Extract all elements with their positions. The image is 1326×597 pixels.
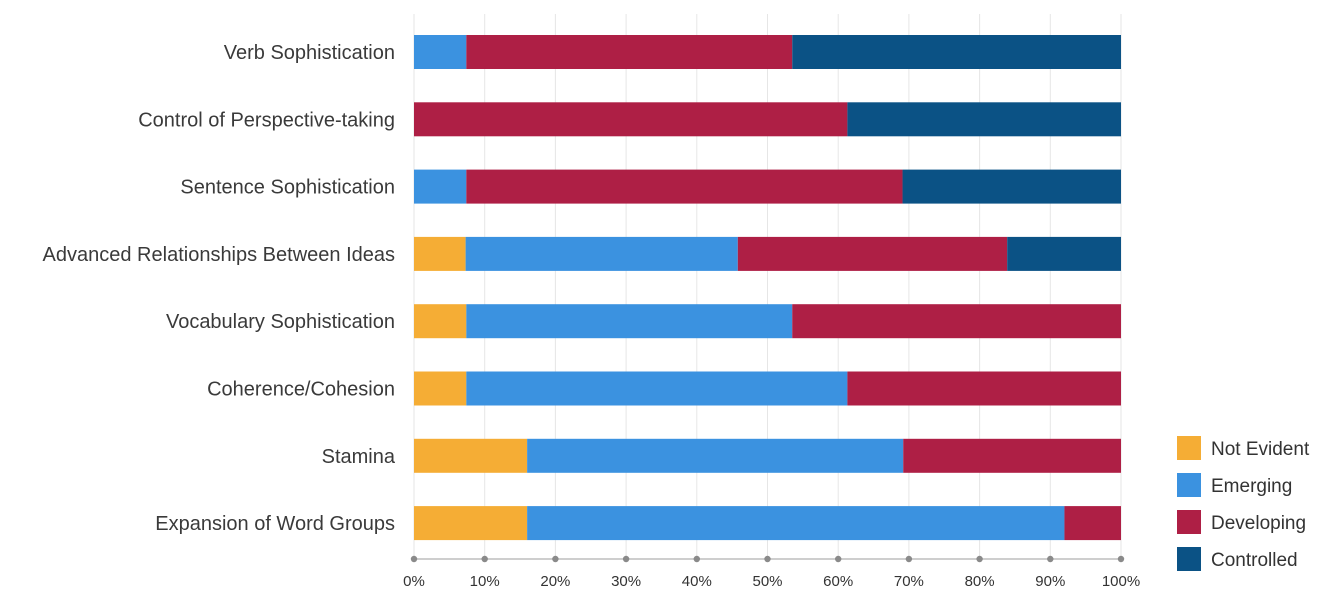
legend: Not Evident Emerging Developing Controlled — [1177, 436, 1310, 571]
x-tick-label: 10% — [470, 573, 500, 590]
legend-swatch — [1177, 547, 1201, 571]
bar-segment-not-evident — [414, 371, 467, 406]
legend-label: Not Evident — [1211, 439, 1310, 460]
x-tick-mark — [764, 555, 771, 563]
legend-swatch — [1177, 510, 1201, 534]
x-tick-label: 100% — [1102, 573, 1140, 590]
category-label: Advanced Relationships Between Ideas — [43, 244, 395, 266]
x-tick-label: 90% — [1035, 573, 1065, 590]
category-label: Verb Sophistication — [224, 42, 395, 64]
bar-segment-emerging — [527, 438, 904, 473]
bar-segment-developing — [466, 35, 793, 69]
x-tick-mark — [622, 555, 630, 563]
legend-swatch — [1177, 473, 1201, 497]
x-tick-label: 70% — [894, 573, 924, 590]
gridlines — [413, 14, 1122, 559]
x-tick-label: 0% — [403, 573, 425, 590]
x-tick-label: 80% — [965, 573, 995, 590]
x-tick-label: 60% — [823, 573, 853, 590]
x-tick-mark — [976, 555, 983, 563]
x-tick-mark — [552, 555, 559, 563]
bar-segment-emerging — [465, 236, 738, 271]
bar-segment-emerging — [414, 35, 467, 69]
bar-segment-not-evident — [414, 304, 467, 339]
bar-segment-developing — [737, 236, 1008, 271]
bar-segment-developing — [414, 102, 848, 137]
category-label: Stamina — [322, 446, 396, 468]
category-label: Vocabulary Sophistication — [166, 311, 395, 333]
x-tick-label: 30% — [611, 573, 641, 590]
legend-label: Controlled — [1211, 550, 1298, 571]
legend-label: Developing — [1211, 513, 1306, 534]
category-label: Expansion of Word Groups — [155, 513, 395, 535]
bar-segment-developing — [1064, 506, 1121, 541]
bar-segment-developing — [847, 371, 1121, 406]
bar-segment-controlled — [902, 169, 1121, 204]
bars — [414, 35, 1121, 541]
bar-segment-emerging — [527, 506, 1065, 541]
bar-segment-emerging — [414, 169, 467, 204]
bar-segment-not-evident — [414, 438, 528, 473]
x-tick-label: 50% — [752, 573, 782, 590]
x-tick-label: 20% — [540, 573, 570, 590]
bar-segment-not-evident — [414, 236, 466, 271]
legend-swatch — [1177, 436, 1201, 460]
category-labels: Verb Sophistication Control of Perspectiv… — [43, 42, 396, 535]
bar-segment-emerging — [466, 371, 848, 406]
x-tick-mark — [410, 555, 418, 563]
legend-label: Emerging — [1211, 476, 1292, 497]
x-tick-mark — [1117, 555, 1125, 563]
x-tick-label: 40% — [682, 573, 712, 590]
bar-segment-controlled — [1007, 236, 1121, 271]
x-tick-mark — [693, 555, 700, 563]
x-tick-mark — [905, 555, 913, 563]
bar-segment-developing — [792, 304, 1121, 339]
bar-segment-emerging — [466, 304, 793, 339]
x-tick-mark — [835, 555, 842, 563]
x-axis: 0% 10% 20% 30% 40% 50% 60% 70% 80% 90% 100% — [403, 555, 1140, 590]
x-tick-mark — [1047, 555, 1054, 563]
bar-segment-developing — [466, 169, 903, 204]
category-label: Sentence Sophistication — [180, 177, 395, 199]
category-label: Coherence/Cohesion — [207, 379, 395, 401]
category-label: Control of Perspective-taking — [138, 109, 395, 131]
bar-segment-controlled — [847, 102, 1121, 137]
bar-segment-developing — [903, 438, 1121, 473]
x-tick-mark — [481, 555, 488, 563]
bar-segment-not-evident — [414, 506, 528, 541]
bar-segment-controlled — [792, 35, 1121, 69]
